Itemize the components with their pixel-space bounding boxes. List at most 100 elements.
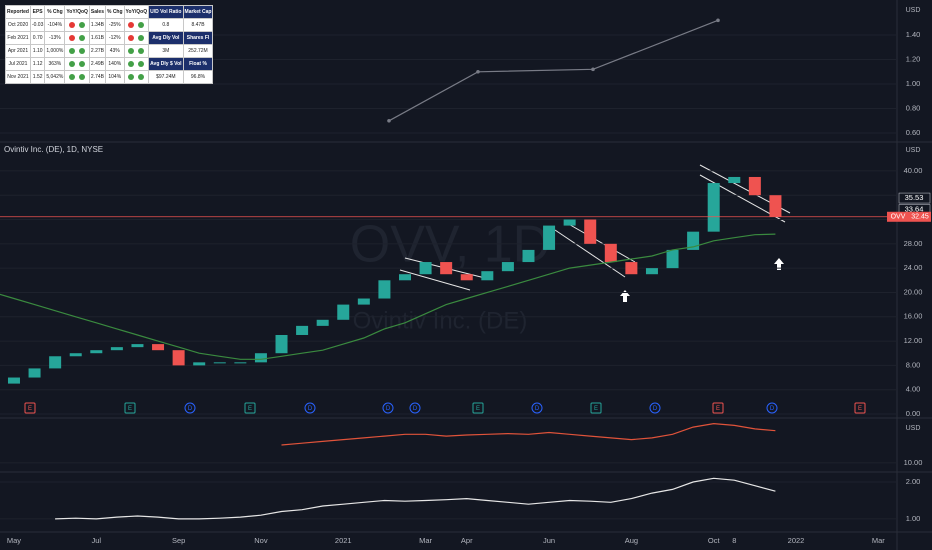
y-tick-label: 1.20 — [906, 55, 921, 64]
event-label: D — [653, 406, 658, 412]
table-cell: 1.12 — [29, 57, 46, 71]
table-cell: -25% — [104, 18, 125, 32]
signal-dot — [79, 60, 86, 67]
last-price-tag — [909, 211, 931, 222]
x-tick-label: Apr — [461, 536, 473, 545]
table-row: Jul 2021 1.12 363% 2.49B 140% Avg Dly $ Vol Fl… — [5, 57, 214, 71]
table-cell: Apr 2021 — [5, 44, 31, 58]
candle — [501, 262, 514, 272]
event-label: E — [858, 406, 862, 412]
table-cell: Avg Dly $ Vol — [148, 57, 184, 71]
x-tick-label: 2022 — [788, 536, 805, 545]
y-tick-label: 0.00 — [906, 409, 921, 418]
candle — [769, 195, 782, 217]
currency: USD — [906, 425, 921, 432]
table-cell: U/D Vol Ratio — [148, 5, 184, 19]
candle — [543, 225, 556, 250]
event-label: D — [770, 406, 775, 412]
x-tick-label: Aug — [625, 536, 638, 545]
table-cell: 1.52 — [29, 70, 46, 84]
table-cell: Oct 2020 — [5, 18, 31, 32]
y-tick-label: 12.00 — [904, 336, 923, 345]
table-cell: Float % — [182, 57, 214, 71]
event-icon — [854, 402, 866, 414]
table-cell — [123, 18, 150, 32]
event-label: D — [188, 406, 193, 412]
candle — [131, 344, 144, 348]
table-cell: YoY/QoQ — [64, 5, 90, 19]
event-icon — [184, 402, 196, 414]
candle — [28, 368, 41, 378]
table-cell: 0.70 — [29, 31, 46, 45]
y-tick-label: 8.00 — [906, 360, 921, 369]
candle — [625, 262, 638, 275]
table-row: Oct 2020 -0.03 -104% 1.34B -25% 0.8 8.47B — [5, 18, 214, 32]
candle — [399, 274, 411, 281]
event-icon — [712, 402, 724, 414]
signal-dot — [79, 47, 86, 54]
price-tag — [898, 192, 931, 204]
candle — [316, 319, 329, 326]
candle — [460, 274, 473, 281]
event-icon — [304, 402, 316, 414]
last-price-label: 32.45 — [911, 214, 929, 221]
event-label: D — [308, 406, 313, 412]
candle — [110, 347, 123, 351]
table-cell: 1.10 — [29, 44, 46, 58]
x-tick-label: Mar — [419, 536, 432, 545]
candle — [584, 219, 597, 244]
table-cell: 140% — [104, 57, 125, 71]
eps-point — [476, 69, 480, 74]
signal-dot — [79, 73, 86, 80]
table-cell — [123, 44, 150, 58]
event-label: E — [128, 406, 132, 412]
signal-dot — [69, 60, 76, 67]
table-row: Apr 2021 1.10 1,000% 2.27B 43% 3M 252.72M — [5, 44, 214, 58]
table-cell: 252.72M — [182, 44, 214, 58]
candle — [378, 280, 391, 299]
y-tick-label: 2.00 — [906, 477, 921, 486]
table-cell: 2.74B — [88, 70, 106, 84]
arrows — [620, 258, 784, 302]
candle — [234, 362, 247, 364]
candle — [563, 219, 576, 226]
symbol-tag — [887, 211, 909, 222]
table-cell: $97.24M — [148, 70, 184, 84]
table-cell: Shares Fl — [182, 31, 214, 45]
event-label: E — [28, 406, 32, 412]
signal-dot — [138, 73, 145, 80]
x-tick-label: Jun — [543, 536, 555, 545]
table-cell: -13% — [44, 31, 66, 45]
table-cell: Reported — [5, 5, 31, 19]
candle — [152, 344, 165, 351]
y-tick-label: 0.60 — [906, 128, 921, 137]
table-cell: 363% — [44, 57, 66, 71]
y-tick-label: 20.00 — [904, 287, 923, 296]
table-cell: 2.27B — [88, 44, 106, 58]
table-row: Feb 2021 0.70 -13% 1.61B -12% Avg Dly Vol Shar… — [5, 31, 214, 45]
candle — [748, 176, 761, 196]
candle — [69, 353, 82, 357]
currency: USD — [906, 7, 921, 14]
candle — [707, 183, 720, 232]
watermark-name: Ovintiv Inc. (DE) — [353, 307, 528, 334]
table-cell: 8.47B — [182, 18, 214, 32]
y-tick-label: 24.00 — [904, 263, 923, 272]
signal-dot — [128, 73, 135, 80]
y-tick-label: 0.80 — [906, 104, 921, 113]
x-tick-label: 2021 — [335, 536, 352, 545]
y-tick-label: 40.00 — [904, 166, 923, 175]
table-cell: EPS — [29, 5, 46, 19]
signal-dot — [128, 47, 135, 54]
table-cell — [64, 18, 90, 32]
candle — [49, 356, 62, 369]
event-icon — [766, 402, 778, 414]
signal-dot — [138, 34, 145, 41]
candle — [90, 350, 103, 354]
series-line — [388, 19, 719, 122]
table-cell — [123, 70, 150, 84]
event-icon — [409, 402, 421, 414]
candle — [604, 243, 617, 263]
signal-dot — [69, 21, 76, 28]
